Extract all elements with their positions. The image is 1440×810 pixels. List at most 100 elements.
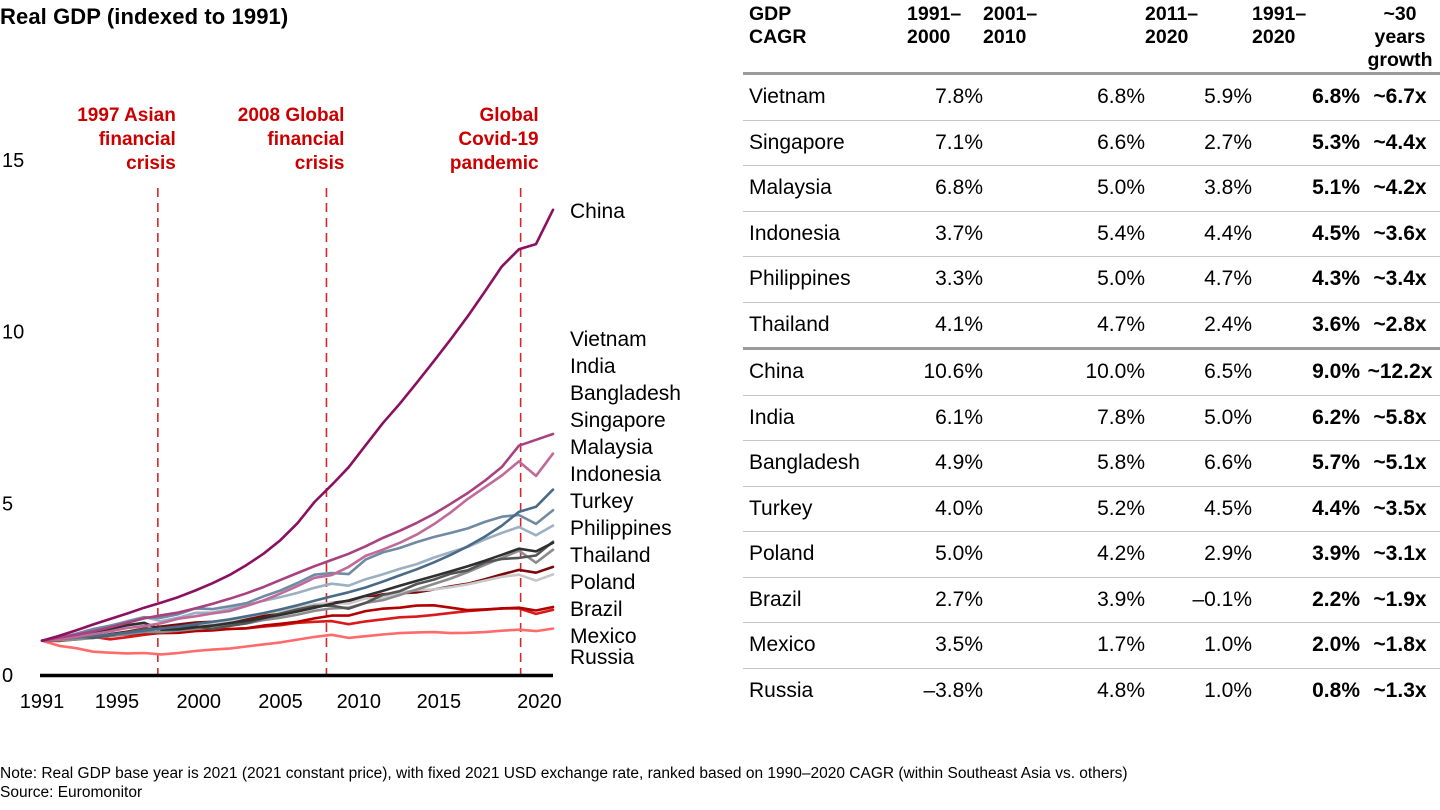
cagr-2011-2020-cell: 2.9% [1145,531,1252,578]
table-row: India 6.1% 7.8% 5.0% 6.2% ~5.8x [743,395,1440,441]
cagr-2011-2020-cell: 5.9% [1145,73,1252,121]
table-row: Brazil 2.7% 3.9% –0.1% 2.2% ~1.9x [743,577,1440,623]
column-header-line: 2001– [983,3,1038,25]
cagr-2001-2010-cell: 5.2% [983,486,1145,532]
cagr-1991-2020-cell: 5.1% [1252,165,1360,212]
series-label-indonesia: Indonesia [570,463,661,486]
axes: 0 5 10 15 1991 1995 2000 2005 2010 2015 2020 [2,150,562,713]
country-cell: Turkey [743,486,901,532]
series-label-mexico: Mexico [570,625,637,648]
cagr-2011-2020-cell: 5.0% [1145,395,1252,441]
table-header-row: GDP CAGR 1991– 2000 2001– 2010 2011– 2020 1991– 2… [743,0,1440,75]
country-cell: Russia [749,678,814,702]
cagr-2001-2010-cell: 5.0% [983,165,1145,212]
table-row: Singapore 7.1% 6.6% 2.7% 5.3% ~4.4x [743,120,1440,166]
cagr-1991-2000-cell: 4.0% [901,486,983,532]
table-row: China 10.6% 10.0% 6.5% 9.0% ~12.2x [743,348,1440,396]
footnote-note: Note: Real GDP base year is 2021 (2021 c… [0,765,1128,782]
cagr-2001-2010-cell: 4.8% [1097,678,1145,702]
column-header-line: 1991– [907,3,962,25]
cagr-1991-2000-cell: 3.3% [901,256,983,303]
chart-title: Real GDP (indexed to 1991) [0,4,289,29]
column-header: 2011– 2020 [1145,0,1252,75]
cagr-2001-2010-cell: 4.7% [983,302,1145,350]
cagr-2011-2020-cell: 1.0% [1204,678,1252,702]
growth-30y-cell: ~3.4x [1360,256,1440,303]
event-markers: 1997 Asian financial crisis 2008 Global fina… [77,105,539,675]
cagr-1991-2000-cell: 4.1% [901,302,983,350]
country-cell: China [743,348,901,396]
column-header-line: 2020 [1145,26,1189,48]
cagr-1991-2020-cell: 6.2% [1252,395,1360,441]
cagr-1991-2000-cell: 6.8% [901,165,983,212]
series-line-indonesia [40,541,555,643]
x-tick-label: 2015 [417,691,462,713]
event-label: pandemic [450,153,539,174]
column-header-line: 2010 [983,26,1027,48]
cagr-2011-2020-cell: 6.5% [1145,348,1252,396]
growth-30y-cell: ~5.1x [1360,440,1440,487]
x-tick-label: 2020 [517,691,562,713]
cagr-2011-2020-cell: 1.0% [1145,622,1252,669]
column-header-line: GDP [749,3,792,25]
country-cell: Malaysia [743,165,901,212]
cagr-1991-2000-cell: 6.1% [901,395,983,441]
column-header-line: 1991– [1252,3,1307,25]
table-row: Malaysia 6.8% 5.0% 3.8% 5.1% ~4.2x [743,165,1440,212]
country-cell: Mexico [743,622,901,669]
series-label-turkey: Turkey [570,490,634,513]
growth-30y-cell: ~1.3x [1373,678,1427,702]
column-header: 1991– 2000 [901,0,983,75]
cagr-1991-2020-cell: 9.0% [1252,348,1360,396]
cagr-1991-2000-cell: 7.1% [901,120,983,166]
cagr-2011-2020-cell: 4.4% [1145,211,1252,257]
column-header-line: 2020 [1252,26,1296,48]
cagr-2011-2020-cell: 6.6% [1145,440,1252,487]
cagr-1991-2000-cell: 5.0% [901,531,983,578]
series-label-singapore: Singapore [570,409,666,432]
table-row: Vietnam 7.8% 6.8% 5.9% 6.8% ~6.7x [743,73,1440,121]
cagr-table-container: GDP CAGR 1991– 2000 2001– 2010 2011– 2020 1991– 2… [743,0,1440,713]
event-label: 2008 Global [238,105,345,126]
x-tick-label: 2000 [176,691,221,713]
series-label-thailand: Thailand [570,544,651,567]
country-cell: Poland [743,531,901,578]
series-line-india [40,452,555,643]
cagr-1991-2000-cell: 3.5% [901,622,983,669]
cagr-1991-2000-cell: 7.8% [901,73,983,121]
event-label: financial [99,129,176,150]
growth-30y-cell: ~1.8x [1360,622,1440,669]
growth-30y-cell: ~2.8x [1360,302,1440,350]
series-label-philippines: Philippines [570,517,672,540]
country-cell: Thailand [743,302,901,350]
table-row: Russia –3.8% 4.8% 1.0% 0.8% ~1.3x [743,668,1440,713]
series-label-china: China [570,200,625,223]
cagr-2001-2010-cell: 7.8% [983,395,1145,441]
growth-30y-cell: ~1.9x [1360,577,1440,623]
series-line-china [40,208,555,643]
column-header-line: 2011– [1145,3,1199,25]
cagr-1991-2000-cell: 10.6% [901,348,983,396]
growth-30y-cell: ~6.7x [1360,73,1440,121]
event-label: crisis [295,153,345,174]
line-chart: 1997 Asian financial crisis 2008 Global fina… [2,105,681,713]
column-header: 1991– 2020 [1252,0,1360,75]
cagr-1991-2020-cell: 5.7% [1252,440,1360,487]
cagr-2011-2020-cell: 3.8% [1145,165,1252,212]
cagr-1991-2000-cell: 2.7% [901,577,983,623]
series-line-russia [40,627,555,656]
cagr-2001-2010-cell: 6.8% [983,73,1145,121]
table-body: Vietnam 7.8% 6.8% 5.9% 6.8% ~6.7x Singapore 7.1… [743,73,1440,714]
cagr-2001-2010-cell: 4.2% [983,531,1145,578]
cagr-2011-2020-cell: 4.7% [1145,256,1252,303]
table-row: Philippines 3.3% 5.0% 4.7% 4.3% ~3.4x [743,256,1440,303]
table-row: Mexico 3.5% 1.7% 1.0% 2.0% ~1.8x [743,622,1440,669]
growth-30y-cell: ~3.5x [1360,486,1440,532]
cagr-2001-2010-cell: 5.4% [983,211,1145,257]
cagr-1991-2020-cell: 5.3% [1252,120,1360,166]
series-labels: China Vietnam India Bangladesh Singapore Mala… [570,200,681,669]
series-line-bangladesh [40,488,555,643]
growth-30y-cell: ~5.8x [1360,395,1440,441]
cagr-2001-2010-cell: 5.8% [983,440,1145,487]
cagr-2011-2020-cell: 4.5% [1145,486,1252,532]
